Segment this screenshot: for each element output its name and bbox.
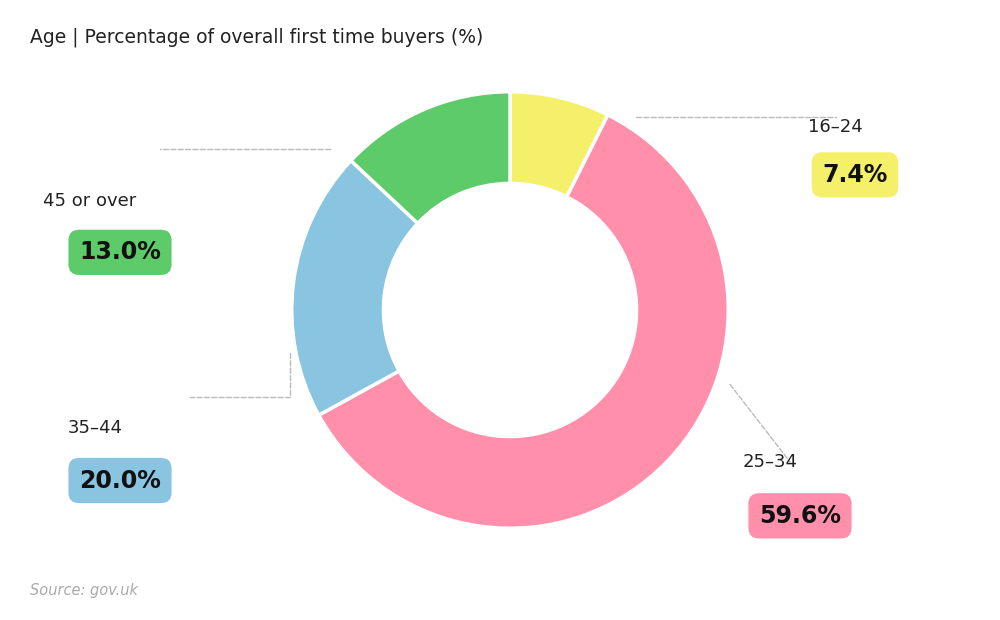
Text: 45 or over: 45 or over <box>43 192 137 211</box>
Wedge shape <box>319 115 728 528</box>
Wedge shape <box>510 92 608 197</box>
Text: 7.4%: 7.4% <box>822 163 888 187</box>
Text: 25–34: 25–34 <box>742 453 798 471</box>
Wedge shape <box>351 92 510 223</box>
Text: Source: gov.uk: Source: gov.uk <box>30 583 138 598</box>
Text: 59.6%: 59.6% <box>759 504 841 528</box>
Text: Age | Percentage of overall first time buyers (%): Age | Percentage of overall first time b… <box>30 28 483 47</box>
Wedge shape <box>292 161 418 415</box>
Text: 35–44: 35–44 <box>68 418 122 437</box>
Text: 13.0%: 13.0% <box>79 241 161 264</box>
Text: 16–24: 16–24 <box>808 118 862 136</box>
Text: 20.0%: 20.0% <box>79 469 161 492</box>
